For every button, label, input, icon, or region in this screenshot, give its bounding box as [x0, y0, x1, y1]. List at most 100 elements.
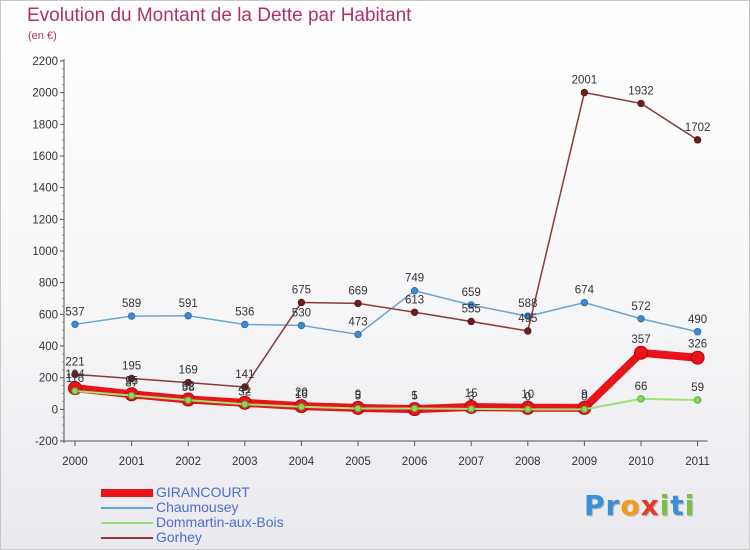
data-point [524, 405, 532, 414]
data-point [467, 405, 475, 413]
data-label: 116 [66, 373, 84, 385]
data-point [690, 350, 705, 365]
data-point [354, 404, 362, 413]
data-point [634, 345, 648, 360]
x-tick-label: 2002 [175, 456, 201, 468]
legend-item: GIRANCOURT [101, 485, 341, 500]
series-dommartin-aux-bois [71, 387, 702, 414]
x-tick-label: 2000 [62, 456, 88, 468]
y-tick-label: 1600 [32, 151, 58, 163]
data-label: 530 [292, 307, 311, 319]
data-point [71, 370, 79, 379]
legend-label: GIRANCOURT [156, 484, 250, 500]
data-point [693, 328, 702, 336]
legend-item: Gorhey [101, 530, 341, 545]
chart-title: Evolution du Montant de la Dette par Hab… [27, 5, 412, 26]
y-tick-label: 1400 [32, 183, 58, 195]
y-tick-label: 600 [39, 309, 58, 321]
data-label: 0 [581, 391, 587, 403]
y-tick-label: 400 [39, 341, 58, 353]
data-label: 326 [688, 339, 707, 351]
data-label: 20 [295, 387, 308, 399]
data-point [580, 298, 589, 307]
data-label: 58 [182, 382, 195, 394]
legend-label: Chaumousey [156, 499, 239, 515]
data-label: 749 [405, 273, 424, 285]
logo-letter: t [670, 489, 685, 522]
legend-swatch [101, 507, 153, 509]
legend-item: Dommartin-aux-Bois [101, 515, 341, 530]
data-label: 659 [462, 287, 481, 299]
x-tick-label: 2009 [572, 456, 598, 468]
series-line [74, 389, 699, 411]
data-label: 5 [355, 391, 361, 403]
data-label: 0 [525, 391, 531, 403]
data-label: 613 [405, 294, 424, 306]
data-label: 3 [468, 391, 474, 403]
data-label: 62 [182, 381, 195, 393]
data-label: 16 [295, 389, 308, 401]
data-point [410, 287, 419, 295]
data-label: 675 [292, 284, 311, 296]
x-tick-label: 2004 [289, 456, 315, 468]
data-label: 41 [238, 384, 251, 396]
data-point [241, 400, 249, 408]
data-label: 141 [235, 369, 254, 381]
data-label: 555 [462, 303, 481, 315]
axes: -200020040060080010001200140016001800200… [32, 56, 710, 468]
data-label: 495 [518, 313, 537, 325]
data-point [354, 299, 362, 308]
data-label: 59 [691, 382, 704, 394]
y-tick-label: 200 [39, 373, 58, 385]
y-tick-label: 800 [39, 278, 58, 290]
data-label: 591 [179, 298, 198, 310]
data-label: 1 [411, 390, 417, 402]
logo-letter: o [620, 489, 641, 522]
y-tick-label: 2200 [32, 56, 58, 68]
legend-label: Dommartin-aux-Bois [156, 514, 284, 530]
x-tick-label: 2011 [685, 456, 710, 468]
data-point [241, 383, 249, 391]
data-point [184, 312, 192, 320]
data-point [467, 301, 475, 309]
data-label: 1702 [685, 122, 711, 134]
y-tick-label: -200 [35, 436, 58, 448]
data-label: 536 [235, 306, 254, 318]
data-label: 9 [355, 389, 361, 401]
legend-swatch [101, 537, 153, 539]
data-point [637, 99, 645, 108]
x-tick-label: 2008 [515, 456, 541, 468]
logo-letter: i [684, 489, 696, 522]
data-label: 669 [348, 285, 367, 297]
data-label: 32 [238, 386, 251, 398]
logo-letter: i [659, 489, 671, 522]
x-tick-label: 2010 [628, 456, 654, 468]
data-point [297, 298, 306, 307]
data-point [297, 403, 306, 411]
y-tick-label: 1800 [32, 119, 58, 131]
logo-letter: x [640, 489, 660, 522]
proxiti-logo: Proxiti [584, 489, 695, 522]
data-label: 674 [575, 285, 595, 297]
data-label: 537 [65, 306, 84, 318]
data-label: 1932 [628, 85, 654, 97]
data-label: 357 [631, 334, 650, 346]
series-chaumousey [71, 287, 702, 339]
legend: GIRANCOURT Chaumousey Dommartin-aux-Bois Go… [101, 485, 341, 545]
data-point [467, 317, 475, 326]
chart-unit: (en €) [28, 30, 57, 42]
y-tick-label: 0 [52, 404, 58, 416]
data-point [184, 378, 192, 387]
data-point [71, 320, 79, 329]
data-point [410, 404, 419, 413]
line-chart: -200020040060080010001200140016001800200… [32, 56, 710, 468]
data-label: 5 [411, 391, 417, 403]
series-line [74, 289, 699, 336]
logo-letter: r [605, 489, 621, 522]
x-tick-label: 2001 [119, 456, 145, 468]
y-tick-label: 2000 [32, 88, 58, 100]
x-tick-label: 2007 [458, 456, 484, 468]
data-label: 15 [465, 388, 478, 400]
